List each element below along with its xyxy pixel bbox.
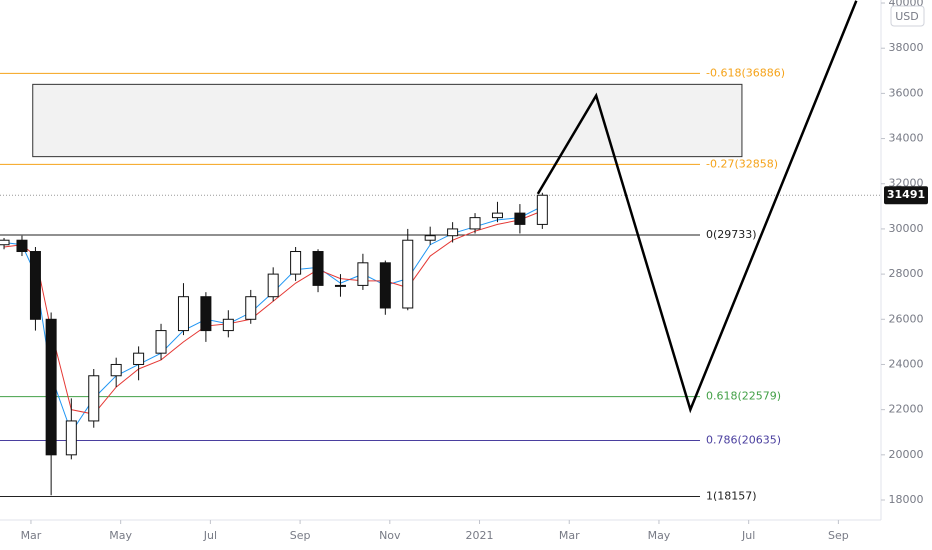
candle-body <box>536 194 548 225</box>
candle-body <box>133 352 145 365</box>
candle-body <box>0 239 10 246</box>
candle-body <box>177 296 189 332</box>
candle-body <box>200 296 212 332</box>
price-tag <box>884 186 928 205</box>
moving-average <box>3 205 543 434</box>
candle-body <box>222 318 234 332</box>
price-tag-label: 31491 <box>887 188 925 201</box>
candle-body <box>379 262 391 309</box>
x-tick-label: Sep <box>828 529 849 542</box>
candle-body <box>447 228 459 237</box>
x-tick-label: Jul <box>741 529 755 542</box>
x-tick-label: Jul <box>203 529 217 542</box>
candle-body <box>29 251 41 320</box>
x-tick-label: May <box>109 529 132 542</box>
fib-label: 0.618(22579) <box>706 390 781 403</box>
currency-box <box>890 5 925 27</box>
zone <box>32 83 743 158</box>
candle-body <box>155 330 167 354</box>
y-tick-label: 34000 <box>889 132 924 145</box>
candle-body <box>65 420 77 456</box>
fib-label: -0.27(32858) <box>706 157 778 170</box>
candle-body <box>491 212 503 219</box>
y-tick-label: 38000 <box>889 41 924 54</box>
candle-body <box>45 318 57 456</box>
candle-body <box>16 239 28 253</box>
candle-body <box>245 296 257 320</box>
candle-body <box>357 262 369 286</box>
x-tick-label: Sep <box>290 529 311 542</box>
candle-body <box>312 251 324 286</box>
y-tick-label: 20000 <box>889 448 924 461</box>
x-tick-label: Nov <box>379 529 401 542</box>
x-tick-label: May <box>648 529 671 542</box>
candle-body <box>424 235 436 241</box>
y-tick-label: 40000 <box>889 0 924 9</box>
candle-body <box>110 363 122 377</box>
y-tick-label: 30000 <box>889 222 924 235</box>
x-tick-label: Mar <box>559 529 580 542</box>
y-tick-label: 24000 <box>889 357 924 370</box>
x-tick-label: 2021 <box>466 529 494 542</box>
candle-body <box>402 239 414 309</box>
fib-label: 1(18157) <box>706 489 757 502</box>
fib-label: 0.786(20635) <box>706 433 781 446</box>
fib-label: -0.618(36886) <box>706 66 785 79</box>
y-tick-label: 28000 <box>889 267 924 280</box>
candle-body <box>88 375 100 422</box>
candle-body <box>514 212 526 225</box>
fib-label: 0(29733) <box>706 228 757 241</box>
candle-body <box>267 273 279 298</box>
y-tick-label: 18000 <box>889 493 924 506</box>
currency: USD <box>895 10 919 23</box>
projection <box>536 0 858 414</box>
candle-body <box>469 217 481 230</box>
candle-body <box>334 284 346 287</box>
moving-average <box>3 210 543 415</box>
x-tick-label: Mar <box>21 529 42 542</box>
y-tick-label: 36000 <box>889 86 924 99</box>
y-tick-label: 22000 <box>889 403 924 416</box>
candle-body <box>290 251 302 275</box>
y-tick-label: 26000 <box>889 312 924 325</box>
